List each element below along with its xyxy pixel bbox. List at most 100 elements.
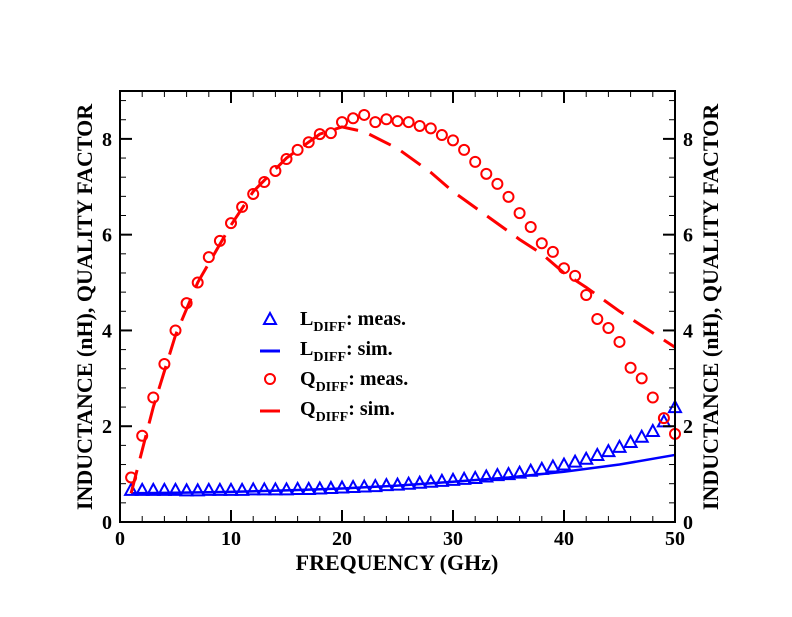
series-line xyxy=(131,453,676,495)
data-point xyxy=(567,453,583,468)
data-point xyxy=(201,481,217,496)
y-tick-label-right: 0 xyxy=(683,512,693,534)
data-point xyxy=(280,153,293,166)
data-point xyxy=(578,450,594,465)
legend-label: QDIFF: sim. xyxy=(300,398,395,425)
data-point xyxy=(423,473,439,488)
data-point xyxy=(546,245,559,258)
data-point xyxy=(447,134,459,147)
data-point xyxy=(245,481,261,496)
data-point xyxy=(400,475,417,490)
data-point xyxy=(580,289,593,302)
data-point xyxy=(380,113,393,126)
data-point xyxy=(622,433,639,449)
data-point xyxy=(358,108,371,121)
data-point xyxy=(225,217,237,230)
data-point xyxy=(556,456,572,471)
data-point xyxy=(289,480,306,495)
data-point xyxy=(369,116,382,129)
series-0 xyxy=(123,398,683,497)
data-point xyxy=(611,438,628,453)
y-tick-label-right: 4 xyxy=(683,320,693,342)
data-point xyxy=(524,221,537,234)
data-point xyxy=(489,466,506,482)
plot-marks xyxy=(123,108,683,497)
legend-symbol xyxy=(264,373,276,385)
data-point xyxy=(302,136,315,149)
data-point xyxy=(323,479,339,494)
series-3 xyxy=(129,125,676,494)
y-tick-label: 0 xyxy=(102,512,112,534)
data-point xyxy=(334,479,350,494)
data-point xyxy=(212,481,228,496)
data-point xyxy=(267,481,284,496)
data-point xyxy=(602,322,615,335)
legend-item: LDIFF: sim. xyxy=(260,338,393,365)
plot-frame xyxy=(119,90,676,523)
data-point xyxy=(635,372,648,385)
data-point xyxy=(324,127,337,140)
data-point xyxy=(191,276,204,289)
data-point xyxy=(202,251,215,264)
data-point xyxy=(469,155,482,168)
data-point xyxy=(624,361,637,374)
x-tick-label: 40 xyxy=(554,528,574,550)
data-point xyxy=(167,481,184,496)
data-point xyxy=(545,458,561,473)
data-point xyxy=(511,464,528,479)
data-point xyxy=(424,122,437,135)
data-point xyxy=(634,428,650,443)
legend: LDIFF: meas. LDIFF: sim. QDIFF: meas. QDIFF… xyxy=(260,308,408,425)
data-point xyxy=(456,470,472,485)
data-point xyxy=(413,119,426,132)
data-point xyxy=(234,481,250,496)
y-tick-label-right: 2 xyxy=(683,416,693,438)
axis-ticks: 0 10 20 30 40 500 02 24 46 68 8 xyxy=(102,91,693,550)
y-tick-label-right: 8 xyxy=(683,129,693,151)
legend-item: QDIFF: meas. xyxy=(264,368,408,395)
data-point xyxy=(478,468,494,483)
x-axis-label: FREQUENCY (GHz) xyxy=(296,550,499,575)
data-point xyxy=(147,391,160,404)
x-tick-label: 10 xyxy=(221,528,241,550)
data-point xyxy=(645,422,661,438)
y-tick-label: 4 xyxy=(102,320,112,342)
y-tick-label: 2 xyxy=(102,416,112,438)
data-point xyxy=(123,481,139,496)
data-point xyxy=(646,391,659,404)
x-tick-label: 20 xyxy=(332,528,352,550)
legend-item: LDIFF: meas. xyxy=(262,308,406,335)
data-point xyxy=(256,481,272,496)
series-2 xyxy=(125,108,681,484)
data-point xyxy=(378,477,395,492)
data-point xyxy=(258,175,271,188)
legend-item: QDIFF: sim. xyxy=(260,398,395,425)
y-tick-label: 8 xyxy=(102,129,112,151)
data-point xyxy=(589,446,605,461)
data-point xyxy=(591,312,604,325)
data-point xyxy=(402,116,415,129)
data-point xyxy=(223,481,239,496)
data-point xyxy=(458,143,471,156)
data-point xyxy=(502,190,515,203)
data-point xyxy=(467,469,483,484)
data-point xyxy=(347,112,360,125)
data-point xyxy=(491,177,504,190)
series-1 xyxy=(131,453,676,495)
data-point xyxy=(269,164,282,177)
data-point xyxy=(445,471,461,486)
data-point xyxy=(500,466,517,481)
legend-label: LDIFF: sim. xyxy=(300,338,393,365)
data-point xyxy=(313,128,326,141)
data-point xyxy=(535,237,548,250)
y-axis-label-right: INDUCTANCE (nH), QUALITY FACTOR xyxy=(698,103,723,510)
data-point xyxy=(291,143,304,156)
data-point xyxy=(178,482,195,497)
legend-label: LDIFF: meas. xyxy=(300,308,406,335)
legend-symbol xyxy=(262,310,278,325)
legend-label: QDIFF: meas. xyxy=(300,368,408,395)
data-point xyxy=(190,482,206,497)
data-point xyxy=(613,335,626,348)
data-point xyxy=(156,481,173,496)
